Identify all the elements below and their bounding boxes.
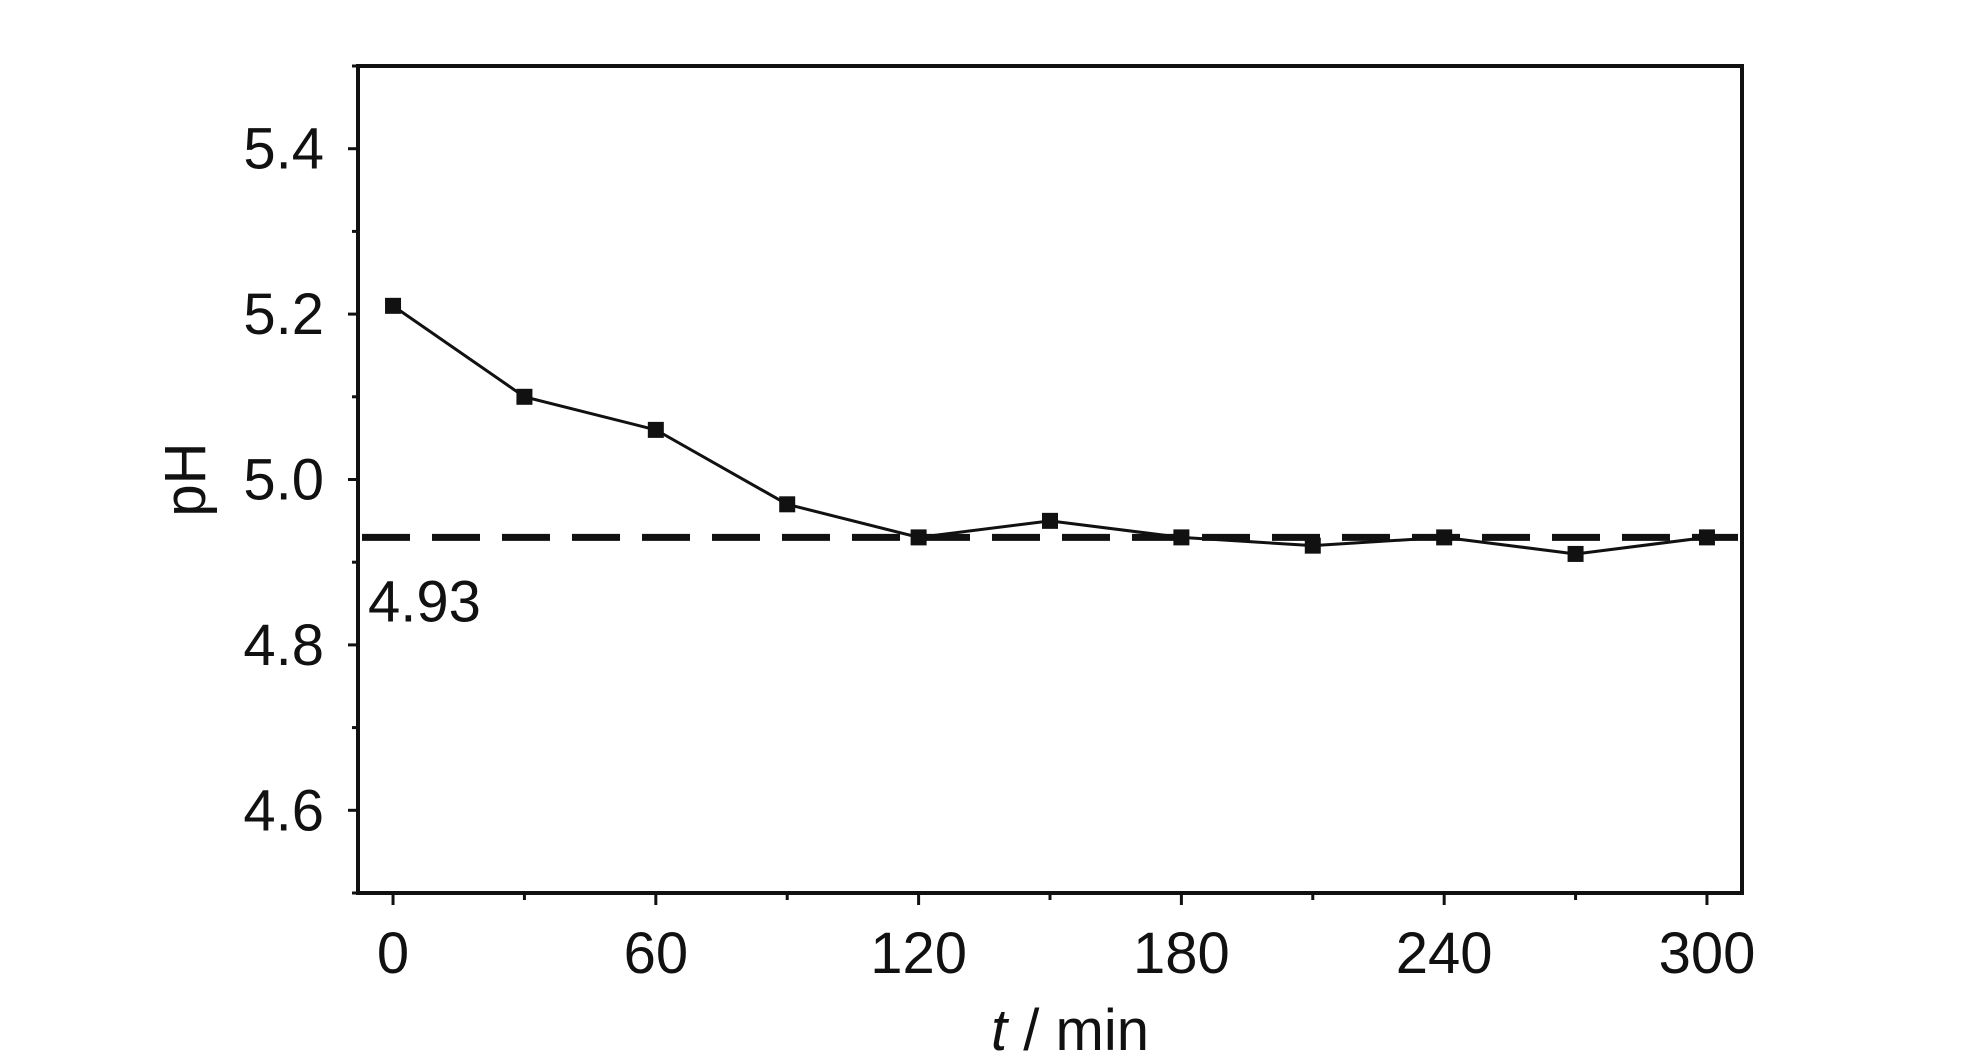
data-point-marker [1436,529,1453,546]
ticks-group: 4.6 4.8 5.0 5.2 5.4 0 60 120 180 240 300 [243,64,1756,986]
y-tick-label: 4.6 [243,778,324,843]
data-point-marker [779,496,796,513]
x-tick-label: 240 [1396,921,1493,986]
y-tick-label: 5.4 [243,117,324,182]
data-point-marker [1042,512,1058,529]
y-tick-label: 5.0 [243,448,324,513]
series-group [385,297,1715,562]
x-axis-title-rest: / min [1007,998,1149,1063]
data-point-marker [385,297,402,314]
data-point-marker [910,529,927,546]
y-tick-label: 4.8 [243,613,324,678]
x-tick-label: 0 [377,921,409,986]
y-tick-label: 5.2 [243,282,324,347]
data-point-marker [1304,537,1321,554]
data-point-marker [1567,545,1584,562]
x-tick-label: 300 [1659,921,1756,986]
reference-line-group: 4.93 [362,533,1738,634]
x-axis-title-italic: t [991,998,1010,1063]
x-axis-title: t / min [991,998,1149,1063]
x-tick-label: 60 [624,921,689,986]
x-tick-label: 180 [1133,921,1230,986]
data-point-marker [516,388,533,405]
plot-border [356,64,1744,895]
data-point-marker [1173,529,1190,546]
plot-frame [356,64,1744,895]
data-point-marker [1698,529,1715,546]
x-tick-label: 120 [870,921,967,986]
reference-line-label: 4.93 [368,569,481,634]
y-axis-title: pH [153,442,218,516]
data-point-marker [647,421,664,438]
